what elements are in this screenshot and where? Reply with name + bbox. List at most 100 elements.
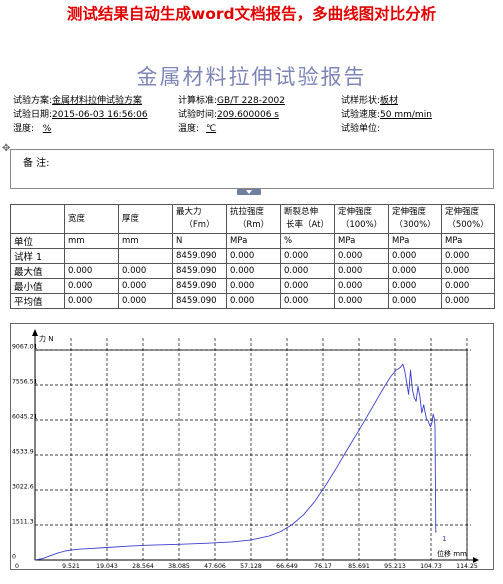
x-tick-label: 57.128 xyxy=(240,563,262,569)
remark-box[interactable]: 备 注: xyxy=(10,149,494,189)
table-cell: 0.000 xyxy=(280,293,335,309)
table-cell: 0.000 xyxy=(441,293,495,309)
info-label: 试验方案: xyxy=(13,96,53,106)
table-cell: 0.000 xyxy=(334,248,389,264)
x-tick-label: 19.043 xyxy=(96,563,118,569)
y-tick-label: 1511.3 xyxy=(12,519,34,526)
table-cell: mm xyxy=(64,233,119,249)
y-tick-label: 7556.51 xyxy=(12,379,38,386)
x-tick-label: 38.085 xyxy=(168,563,190,569)
report-title: 金属材料拉伸试验报告 xyxy=(136,65,367,89)
table-cell: 0.000 xyxy=(441,263,495,279)
x-axis-arrow xyxy=(473,557,479,563)
row-label-cell: 试样 1 xyxy=(10,248,65,264)
table-cell: 0.000 xyxy=(334,263,389,279)
table-cell: 0.000 xyxy=(118,293,173,309)
x-tick-label: 66.649 xyxy=(276,563,298,569)
info-value: 2015-06-03 16:56:06 xyxy=(52,110,148,120)
info-date: 试验日期:2015-06-03 16:56:06 xyxy=(13,109,148,122)
table-header-cell xyxy=(10,204,65,234)
info-label: 试验速度: xyxy=(341,110,381,120)
table-cell: 0.000 xyxy=(64,293,119,309)
table-cell: MPa xyxy=(334,233,389,249)
table-header-cell: 抗拉强度 （Rm） xyxy=(226,204,281,234)
table-header-cell: 厚度 xyxy=(118,204,173,234)
table-cell: 0.000 xyxy=(388,293,442,309)
table-row: 试样 1 8459.090 0.000 0.000 0.000 0.000 0.000 xyxy=(10,248,495,264)
row-label-cell: 最小值 xyxy=(10,278,65,294)
y-axis-label: 力 N xyxy=(39,334,53,343)
x-tick-label: 9.521 xyxy=(62,563,80,569)
table-cell: 0.000 xyxy=(118,263,173,279)
info-shape: 试样形状:板材 xyxy=(341,95,398,108)
x-tick-label: 114.25 xyxy=(456,563,478,569)
info-temperature: 温度: ℃ xyxy=(178,123,223,136)
table-cell: 0.000 xyxy=(118,278,173,294)
table-cell: MPa xyxy=(226,233,281,249)
series-end-label: 1 xyxy=(442,535,446,543)
table-cell: 0.000 xyxy=(226,293,281,309)
table-cell: N xyxy=(172,233,227,249)
table-cell: 0.000 xyxy=(226,278,281,294)
info-unit: 试验单位: xyxy=(341,123,390,136)
table-cell: 0.000 xyxy=(441,278,495,294)
table-cell: 8459.090 xyxy=(172,248,227,264)
info-label: 试样形状: xyxy=(341,96,381,106)
expand-button[interactable] xyxy=(237,189,261,195)
info-label: 湿度: xyxy=(13,124,35,134)
table-header-cell: 最大力 （Fm） xyxy=(172,204,227,234)
y-tick-label: 0 xyxy=(12,554,16,561)
table-cell xyxy=(118,248,173,264)
y-axis-arrow xyxy=(32,329,38,336)
row-label-cell: 平均值 xyxy=(10,293,65,309)
info-value: 金属材料拉伸试验方案 xyxy=(52,96,143,106)
table-cell: 0.000 xyxy=(334,278,389,294)
info-scheme: 试验方案:金属材料拉伸试验方案 xyxy=(13,95,142,108)
banner-title: 测试结果自动生成word文档报告，多曲线图对比分析 xyxy=(66,5,437,23)
info-value: 50 mm/min xyxy=(380,110,432,120)
y-tick-label: 4533.9 xyxy=(12,449,34,456)
row-label-cell: 单位 xyxy=(10,233,65,249)
x-tick-label: 76.17 xyxy=(314,563,332,569)
table-cell: 0.000 xyxy=(388,278,442,294)
table-header-cell: 断裂总伸 长率（At） xyxy=(280,204,335,234)
table-cell: 0.000 xyxy=(280,248,335,264)
x-tick-label: 0 xyxy=(15,563,19,569)
table-cell: 0.000 xyxy=(388,263,442,279)
table-cell: mm xyxy=(118,233,173,249)
info-standard: 计算标准:GB/T 228-2002 xyxy=(178,95,285,108)
table-header-cell: 宽度 xyxy=(64,204,119,234)
table-cell: % xyxy=(280,233,335,249)
x-tick-label: 104.73 xyxy=(420,563,442,569)
info-duration: 试验时间:209.600006 s xyxy=(178,109,279,122)
table-cell: MPa xyxy=(388,233,442,249)
table-cell: 0.000 xyxy=(441,248,495,264)
info-label: 试验单位: xyxy=(341,124,381,134)
force-displacement-chart: 0 9.521 19.043 28.564 38.085 47.606 57.128 66.6… xyxy=(10,323,494,570)
info-label: 温度: xyxy=(178,124,200,134)
chart-svg: 0 9.521 19.043 28.564 38.085 47.606 57.128 66.6… xyxy=(12,329,479,570)
move-handle-icon[interactable]: ✥ xyxy=(2,143,11,154)
remark-label: 备 注: xyxy=(23,158,50,169)
info-value: % xyxy=(42,124,52,134)
table-header-row: 宽度 厚度 最大力 （Fm） 抗拉强度 （Rm） 断裂总伸 长率（At） 定伸强度 （100%）定… xyxy=(10,204,495,234)
table-header-cell: 定伸强度 （100%） xyxy=(334,204,389,234)
x-tick-label: 28.564 xyxy=(132,563,154,569)
info-humidity: 湿度:% xyxy=(13,123,60,136)
table-row: 最小值 0.000 0.000 8459.090 0.000 0.000 0.000 0.00… xyxy=(10,278,495,294)
table-cell: 0.000 xyxy=(280,278,335,294)
y-tick-label: 6045.21 xyxy=(12,414,38,421)
table-cell: 0.000 xyxy=(64,263,119,279)
table-row: 单位 mm mm N MPa% MPa MPa MPa xyxy=(10,233,495,249)
results-table: 宽度 厚度 最大力 （Fm） 抗拉强度 （Rm） 断裂总伸 长率（At） 定伸强度 （100%）定… xyxy=(10,204,495,309)
x-tick-label: 95.213 xyxy=(384,563,406,569)
x-tick-label: 85.691 xyxy=(348,563,370,569)
table-cell: 0.000 xyxy=(226,263,281,279)
table-cell: 0.000 xyxy=(280,263,335,279)
info-label: 试验时间: xyxy=(178,110,218,120)
table-cell: MPa xyxy=(441,233,495,249)
table-cell: 0.000 xyxy=(226,248,281,264)
info-value: 209.600006 s xyxy=(217,110,279,120)
table-row: 最大值 0.000 0.000 8459.090 0.000 0.000 0.000 0.00… xyxy=(10,263,495,279)
series-line xyxy=(34,363,437,561)
